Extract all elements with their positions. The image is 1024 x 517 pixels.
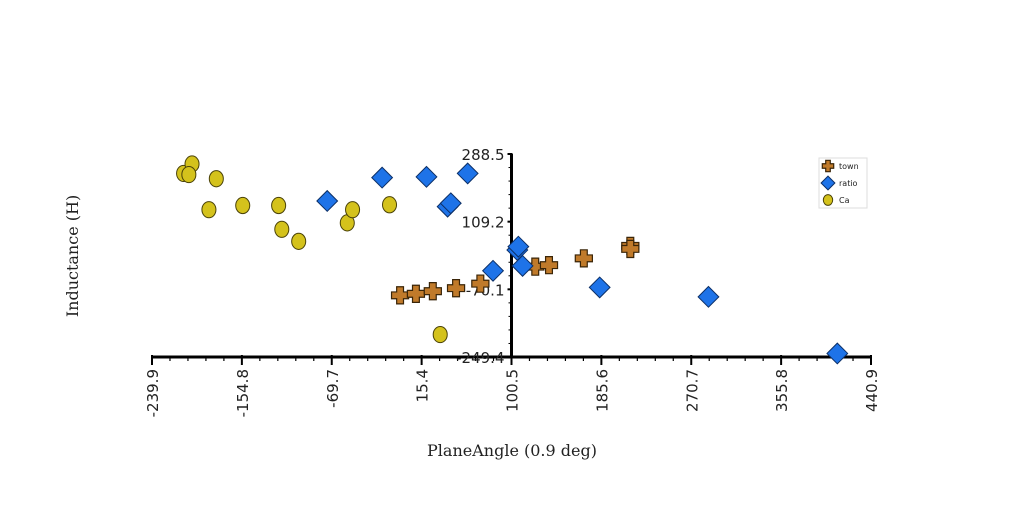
x-axis-title: PlaneAngle (0.9 deg) (427, 441, 597, 460)
legend-label: town (839, 162, 859, 171)
data-point-circle (274, 220, 290, 238)
legend-marker (821, 159, 835, 173)
data-point-circle (271, 196, 287, 215)
x-tick-label: -239.9 (144, 369, 162, 417)
data-point-diamond (371, 166, 394, 189)
x-tick-label: -154.8 (234, 369, 252, 417)
data-point-circle (381, 196, 398, 214)
data-point-diamond (588, 276, 611, 299)
y-axis-title: Inductance (H) (63, 195, 82, 317)
data-point-circle (291, 232, 307, 250)
legend: town ratio Ca (818, 157, 868, 209)
data-point-diamond (826, 342, 849, 365)
data-point-diamond (507, 235, 530, 258)
data-point-diamond (511, 254, 534, 277)
data-point-plus (471, 274, 490, 293)
x-tick-label: 100.5 (504, 369, 522, 412)
data-point-circle (432, 325, 448, 344)
x-tick-label: 15.4 (414, 369, 432, 402)
x-tick-label: -69.7 (324, 369, 342, 408)
data-point-plus (390, 286, 410, 305)
data-point-circle (235, 196, 251, 215)
data-point-plus (406, 284, 426, 303)
data-point-plus (574, 249, 593, 268)
y-tick-label: -249.4 (456, 349, 504, 367)
axes-layer: -239.9 -154.8 -69.7 15.4 100.5 185.6 270.7 355.… (144, 146, 881, 417)
x-tick-label: 185.6 (593, 369, 611, 412)
data-point-diamond (481, 259, 505, 282)
y-tick-label: 288.5 (462, 146, 505, 164)
data-point-diamond (316, 189, 339, 213)
x-tick-label: 355.8 (773, 369, 791, 412)
data-point-diamond (456, 162, 479, 185)
data-point-circle (345, 201, 361, 219)
data-point-circle (181, 165, 197, 184)
data-point-plus (621, 239, 640, 259)
legend-label: ratio (839, 179, 858, 188)
legend-marker (822, 194, 834, 206)
y-tick-label: 109.2 (462, 214, 505, 232)
data-point-diamond (439, 192, 462, 215)
x-tick-label: 270.7 (683, 369, 701, 412)
data-point-plus (446, 279, 466, 298)
data-point-plus (423, 282, 442, 301)
legend-label: Ca (839, 196, 850, 205)
data-point-diamond (415, 165, 438, 188)
data-point-plus (539, 255, 559, 275)
legend-marker (820, 175, 836, 191)
points-layer (176, 155, 849, 365)
data-point-circle (201, 201, 217, 219)
x-tick-label: 440.9 (863, 369, 881, 412)
data-point-circle (208, 170, 224, 188)
data-point-diamond (697, 285, 720, 308)
